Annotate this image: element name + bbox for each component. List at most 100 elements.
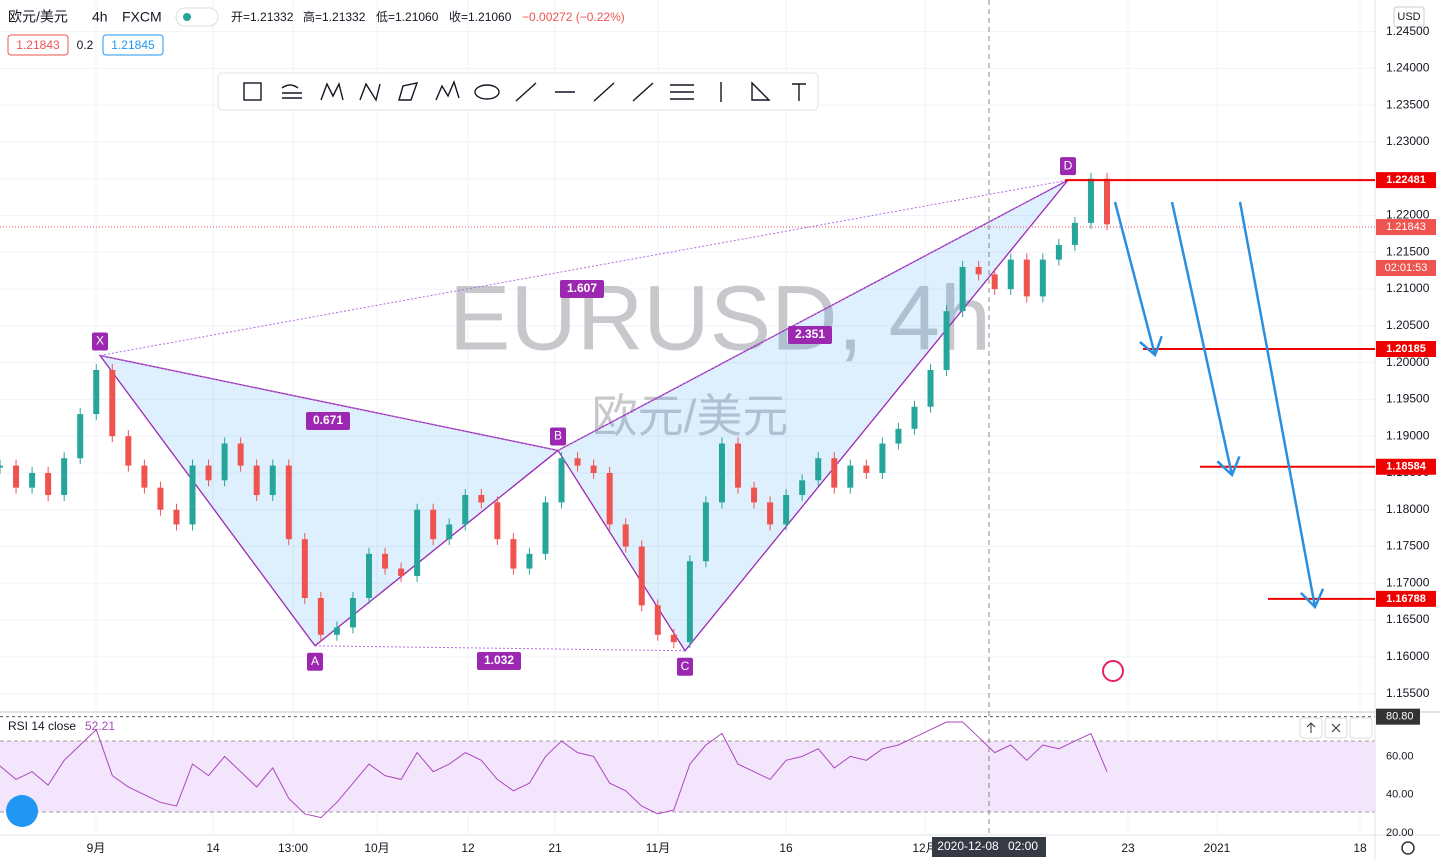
pane-maximize[interactable] — [1349, 717, 1373, 739]
candle — [237, 443, 244, 466]
level-label-bg — [1376, 341, 1436, 358]
status-dot — [183, 13, 191, 21]
rsi-label: RSI 14 close — [8, 719, 76, 733]
sell-button[interactable] — [7, 34, 69, 56]
point-badge — [1060, 157, 1076, 176]
candle — [125, 436, 132, 466]
open: 开=1.21332 — [231, 10, 294, 24]
candle — [0, 465, 3, 468]
rsi-max-bg — [1376, 708, 1420, 725]
candle — [831, 458, 838, 488]
ratio-line — [557, 179, 1069, 451]
tool-cypher[interactable] — [359, 82, 381, 102]
tool-trendline[interactable] — [515, 82, 537, 102]
candle — [783, 495, 790, 525]
tool-head-shoulders[interactable] — [435, 79, 460, 101]
candle — [895, 428, 902, 444]
time-tick-label: 13:00 — [278, 841, 308, 855]
tool-ellipse[interactable] — [474, 84, 500, 100]
spread: 0.2 — [77, 38, 94, 52]
close: 收=1.21060 — [449, 10, 512, 24]
logo[interactable] — [6, 795, 38, 827]
candle — [606, 472, 613, 525]
candle — [349, 597, 356, 628]
candle — [446, 524, 453, 540]
price-tick-label: 1.24500 — [1386, 24, 1430, 38]
candle — [205, 465, 212, 481]
candle — [1104, 178, 1110, 225]
point-label: A — [311, 654, 319, 668]
settings-icon[interactable] — [1401, 841, 1415, 855]
countdown-bg — [1376, 260, 1436, 276]
candle — [959, 267, 966, 312]
drawing-toolbar — [217, 72, 819, 111]
rsi-tick-label: 40.00 — [1386, 789, 1414, 801]
candle — [1071, 222, 1078, 245]
candle — [622, 524, 629, 547]
time-tick-label: 9月 — [87, 841, 106, 855]
tool-extended-line[interactable] — [593, 82, 615, 102]
tool-angle[interactable] — [751, 81, 771, 101]
tool-parallel-channel[interactable] — [670, 84, 694, 100]
tool-xabcd[interactable] — [320, 81, 344, 101]
candle — [670, 634, 677, 643]
candle — [702, 502, 709, 562]
toolbar-icons — [243, 79, 806, 102]
projection-arrow — [1238, 201, 1325, 610]
time-tick-label: 11月 — [646, 841, 670, 855]
candle — [382, 553, 389, 569]
broker: FXCM — [122, 9, 162, 25]
tool-fib[interactable] — [281, 84, 302, 99]
candle — [911, 406, 918, 429]
price-tick-label: 1.20000 — [1386, 355, 1430, 369]
level-label: 1.16788 — [1386, 593, 1426, 605]
watermark-title: EURUSD, 4h — [449, 267, 991, 369]
rsi-band — [0, 741, 1375, 812]
price-tick-label: 1.24000 — [1386, 61, 1430, 75]
candle — [333, 627, 340, 635]
point-label: D — [1064, 158, 1073, 172]
candle — [1087, 178, 1094, 223]
time-tick-label: 10月 — [364, 841, 389, 855]
watermark-subtitle: 欧元/美元 — [592, 390, 789, 442]
time-tick-label: 12月 — [912, 841, 937, 855]
currency-button[interactable] — [1393, 6, 1425, 28]
tool-abcd[interactable] — [398, 82, 419, 101]
level-label-bg — [1376, 172, 1436, 189]
candle — [478, 495, 485, 503]
candle — [253, 465, 260, 496]
event-icon[interactable] — [1102, 660, 1124, 682]
candle — [654, 605, 661, 635]
candle — [927, 369, 934, 407]
candle — [1055, 244, 1062, 260]
ratio-label: 1.032 — [484, 653, 514, 667]
interval[interactable]: 4h — [92, 9, 108, 25]
tool-arrow[interactable] — [632, 82, 654, 102]
status-badge[interactable] — [175, 7, 219, 27]
tool-text[interactable] — [792, 83, 806, 101]
projection-arrow — [1113, 201, 1163, 358]
candle — [638, 546, 645, 606]
candle — [542, 502, 549, 554]
price-tick-label: 1.23000 — [1386, 134, 1430, 148]
candle — [815, 458, 822, 481]
point-label: B — [554, 429, 562, 443]
candle — [526, 553, 533, 569]
buy-button[interactable] — [102, 34, 164, 56]
candle — [29, 472, 36, 488]
tool-rectangle[interactable] — [243, 82, 262, 101]
ratio-badge — [560, 280, 604, 298]
candle — [317, 597, 324, 635]
rsi-tick-label: 80.80 — [1386, 711, 1414, 723]
pane-icons — [1306, 722, 1341, 733]
candle — [462, 495, 469, 525]
price-tick-label: 1.23500 — [1386, 97, 1430, 111]
ratio-badge — [306, 412, 350, 430]
symbol[interactable]: 欧元/美元 — [8, 9, 68, 25]
currency: USD — [1397, 11, 1420, 23]
time-tick-label: 16 — [779, 841, 793, 855]
price-tick-label: 1.19500 — [1386, 392, 1430, 406]
price-tick-label: 1.16500 — [1386, 612, 1430, 626]
ratio-badge — [788, 326, 832, 344]
candle — [221, 443, 228, 481]
